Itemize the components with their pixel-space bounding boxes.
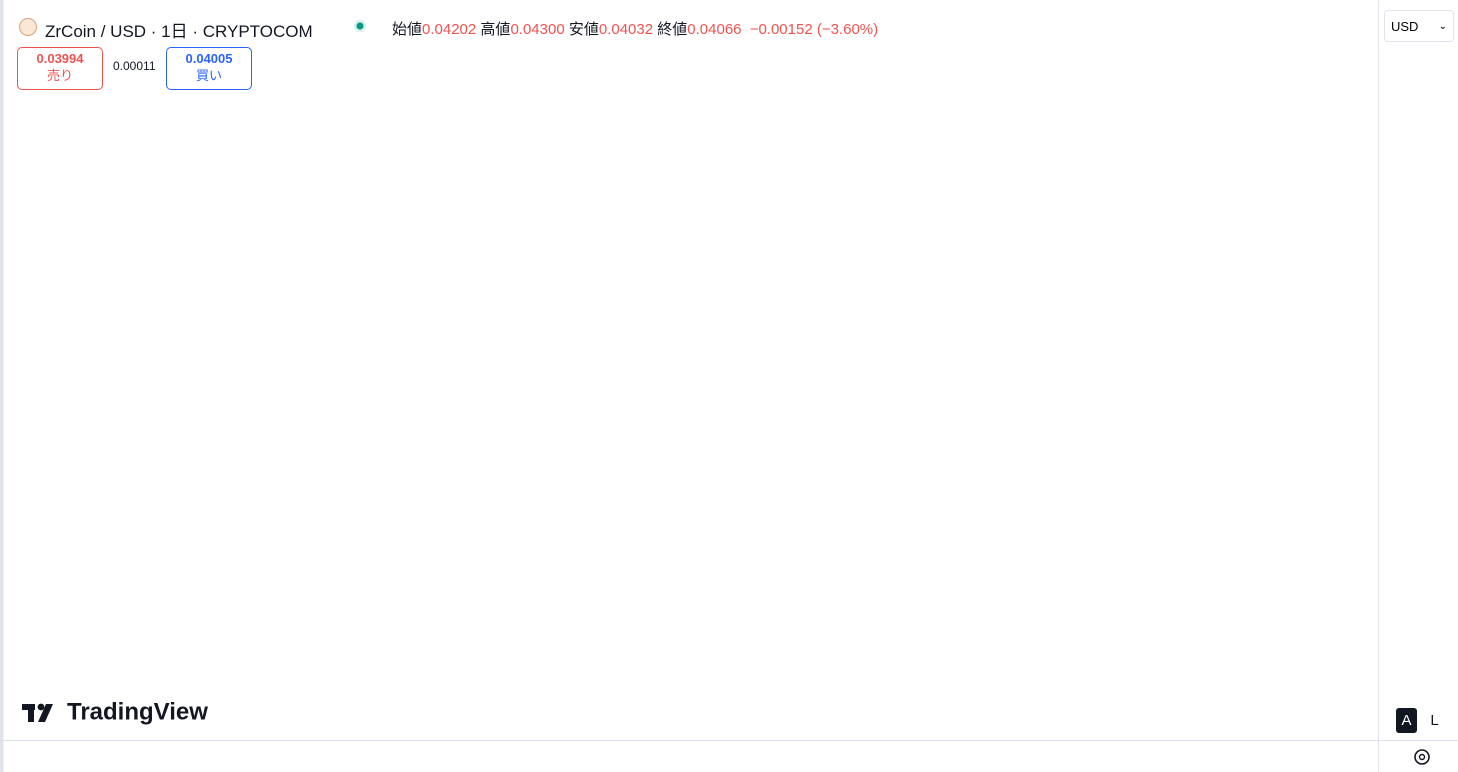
value: 0.04202: [422, 21, 477, 38]
currency-select[interactable]: USD ⌄: [1384, 10, 1454, 42]
value: 0.04066: [687, 21, 742, 38]
settings-icon[interactable]: [1414, 749, 1430, 765]
change: −0.00152 (−3.60%): [749, 21, 879, 38]
sell-label: 売り: [46, 68, 73, 83]
buy-button[interactable]: 0.04005 買い: [166, 47, 252, 90]
logo-text: TradingView: [67, 698, 208, 725]
sell-button[interactable]: 0.03994 売り: [17, 47, 103, 90]
coin-icon: [19, 18, 37, 36]
buy-price: 0.04005: [185, 51, 233, 66]
buy-label: 買い: [195, 68, 222, 83]
settings-icon[interactable]: [1418, 753, 1426, 761]
label: 始値: [392, 21, 423, 38]
logo-mark: [22, 703, 53, 722]
auto-scale-button[interactable]: A: [1396, 708, 1417, 733]
ohlc: 始値0.04202 高値0.04300 安値0.04032 終値0.04066 …: [392, 18, 878, 39]
label: 安値: [568, 21, 599, 38]
label: 高値: [480, 21, 511, 38]
log-scale-button[interactable]: L: [1430, 712, 1439, 729]
currency: USD: [1391, 19, 1419, 34]
sell-price: 0.03994: [36, 51, 84, 66]
status-dot: [354, 20, 366, 32]
value: 0.04032: [598, 21, 654, 38]
value: 0.04300: [510, 21, 565, 38]
spread: 0.00011: [113, 59, 156, 73]
chevron: ⌄: [1438, 21, 1447, 32]
symbol-title[interactable]: ZrCoin / USD · 1日 · CRYPTOCOM: [45, 22, 313, 41]
label: 終値: [657, 21, 688, 38]
